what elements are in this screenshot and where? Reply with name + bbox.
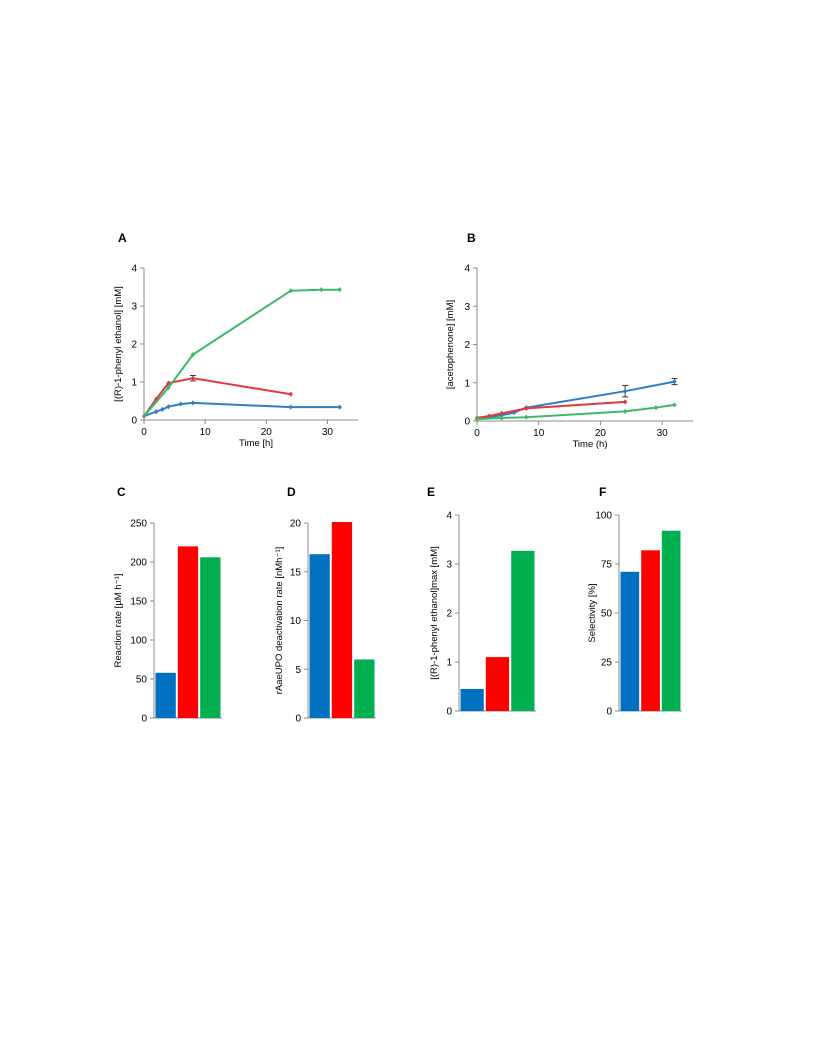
data-point-red bbox=[487, 413, 492, 419]
y-tick-label: 20 bbox=[290, 519, 302, 530]
x-tick-label: 0 bbox=[474, 428, 480, 439]
data-point-blue bbox=[166, 404, 171, 410]
data-point-green bbox=[288, 288, 293, 294]
y-tick-label: 1 bbox=[464, 378, 470, 389]
x-tick-label: 20 bbox=[595, 428, 607, 439]
bar bbox=[620, 571, 640, 711]
panel-label-A: A bbox=[118, 231, 127, 245]
bar bbox=[155, 672, 176, 718]
y-axis-label: [(R)-1-phenyl ethanol] [mM] bbox=[113, 286, 124, 402]
y-tick-label: 100 bbox=[130, 636, 147, 647]
y-axis-label: rAaeUPO deactivation rate [nMh⁻¹] bbox=[274, 547, 285, 695]
bar bbox=[661, 530, 681, 711]
y-tick-label: 1 bbox=[131, 378, 137, 389]
y-axis-label: Reaction rate [µM h⁻¹] bbox=[113, 574, 124, 668]
y-tick-label: 0 bbox=[131, 416, 137, 427]
y-tick-label: 100 bbox=[595, 511, 612, 522]
data-point-green bbox=[672, 402, 677, 408]
data-point-green bbox=[622, 408, 628, 415]
data-point-green bbox=[653, 405, 659, 411]
data-point-green bbox=[524, 414, 529, 420]
bar bbox=[641, 550, 660, 711]
bar bbox=[309, 554, 330, 718]
series-line-red bbox=[143, 377, 291, 417]
data-point-blue bbox=[178, 401, 183, 407]
panel-label-E: E bbox=[427, 485, 435, 499]
bar bbox=[331, 522, 353, 718]
series-line-green bbox=[476, 403, 675, 421]
series-line-green bbox=[143, 288, 340, 417]
y-tick-label: 0 bbox=[464, 417, 470, 428]
x-axis-label: Time [h] bbox=[239, 438, 273, 449]
x-tick-label: 30 bbox=[657, 428, 669, 439]
y-tick-label: 4 bbox=[446, 511, 452, 522]
y-tick-label: 10 bbox=[290, 616, 302, 627]
y-tick-label: 50 bbox=[601, 609, 613, 620]
y-tick-label: 15 bbox=[290, 567, 302, 578]
data-point-blue bbox=[337, 404, 342, 410]
y-tick-label: 1 bbox=[446, 658, 452, 669]
y-tick-label: 2 bbox=[131, 340, 137, 351]
data-point-red bbox=[166, 380, 171, 386]
bar bbox=[177, 546, 199, 718]
y-tick-label: 150 bbox=[130, 597, 147, 608]
x-tick-label: 20 bbox=[261, 427, 273, 438]
bar bbox=[511, 550, 535, 711]
panel-label-C: C bbox=[117, 485, 126, 499]
y-tick-label: 3 bbox=[131, 302, 137, 313]
data-point-green bbox=[474, 416, 480, 422]
data-point-green bbox=[190, 352, 196, 358]
x-tick-label: 10 bbox=[533, 428, 545, 439]
data-point-green bbox=[337, 287, 342, 293]
data-point-blue bbox=[288, 404, 293, 410]
data-point-red bbox=[288, 391, 293, 397]
y-tick-label: 0 bbox=[295, 714, 301, 725]
bar bbox=[485, 657, 510, 711]
y-tick-label: 4 bbox=[131, 264, 137, 275]
data-point-red bbox=[499, 410, 504, 416]
y-tick-label: 2 bbox=[464, 340, 470, 351]
y-tick-label: 25 bbox=[601, 658, 613, 669]
panel-label-D: D bbox=[287, 485, 296, 499]
data-point-blue bbox=[154, 409, 159, 415]
data-point-green bbox=[141, 413, 147, 419]
y-tick-label: 3 bbox=[464, 302, 470, 313]
data-point-blue bbox=[672, 379, 677, 385]
y-tick-label: 0 bbox=[141, 714, 147, 725]
y-tick-label: 50 bbox=[136, 675, 148, 686]
y-axis-label: [(R)-1-phenyl ethanol]max [mM] bbox=[429, 546, 440, 680]
y-tick-label: 4 bbox=[464, 264, 470, 275]
data-point-red bbox=[154, 396, 159, 402]
y-axis-label: Selectivity [%] bbox=[587, 583, 598, 642]
data-point-green bbox=[499, 415, 504, 421]
data-point-red bbox=[190, 375, 196, 381]
y-tick-label: 250 bbox=[130, 519, 147, 530]
x-tick-label: 0 bbox=[141, 427, 147, 438]
panel-label-B: B bbox=[467, 231, 476, 245]
series-line-blue bbox=[143, 401, 340, 418]
y-tick-label: 75 bbox=[601, 560, 613, 571]
x-tick-label: 10 bbox=[200, 427, 212, 438]
y-tick-label: 5 bbox=[295, 665, 301, 676]
y-tick-label: 200 bbox=[130, 558, 147, 569]
panel-label-F: F bbox=[599, 485, 606, 499]
bar bbox=[354, 659, 375, 718]
data-point-green bbox=[319, 287, 324, 293]
bar bbox=[460, 689, 484, 711]
x-axis-label: Time (h) bbox=[572, 439, 607, 450]
data-point-green bbox=[166, 385, 171, 391]
y-tick-label: 3 bbox=[446, 560, 452, 571]
y-axis-label: [acetophenone] [mM] bbox=[445, 300, 456, 389]
data-point-blue bbox=[160, 406, 165, 412]
data-point-blue bbox=[622, 388, 628, 394]
y-tick-label: 2 bbox=[446, 609, 452, 620]
bar bbox=[200, 557, 221, 718]
x-tick-label: 30 bbox=[322, 427, 334, 438]
data-point-blue bbox=[190, 400, 196, 406]
y-tick-label: 0 bbox=[606, 707, 612, 718]
data-point-red bbox=[524, 405, 529, 411]
y-tick-label: 0 bbox=[446, 707, 452, 718]
data-point-red bbox=[622, 399, 628, 405]
